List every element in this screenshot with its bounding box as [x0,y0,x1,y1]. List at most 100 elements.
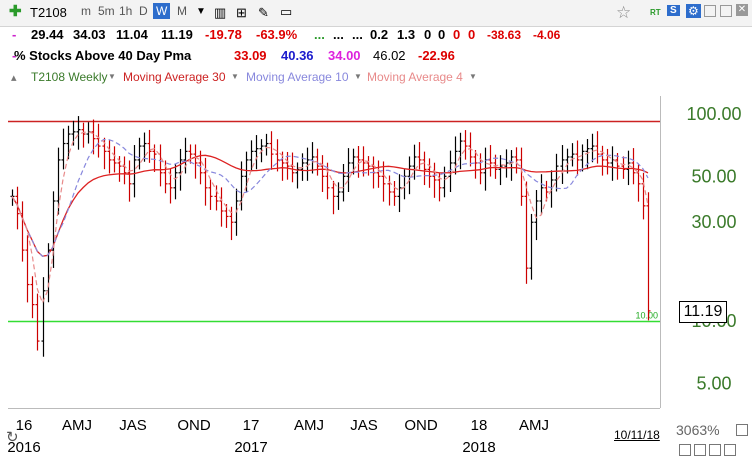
x-tick-label: JAS [350,417,378,434]
timeframe-5m[interactable]: 5m [98,4,115,18]
minimize-icon[interactable] [704,5,716,17]
quote-row: - 29.44 34.03 11.04 11.19 -19.78 -63.9% … [0,27,752,47]
ohlc-bar [310,142,315,174]
ohlc-bar [356,145,361,178]
star-icon[interactable]: ☆ [616,3,632,22]
footer-date: 10/11/18 [614,428,660,442]
ohlc-bar [412,144,417,180]
small-box-icon-1[interactable] [679,444,691,456]
ohlc-bar [107,140,112,174]
ohlc-bar [183,137,188,174]
y-tick-label: 30.00 [691,212,736,232]
ohlc-bar [203,157,208,206]
indicator-val-2: 40.36 [281,48,314,63]
ma4-line [11,131,649,305]
timeframe-1h[interactable]: 1h [119,4,133,18]
ohlc-bar [509,150,514,181]
ohlc-bar [539,174,544,215]
ohlc-bar [600,145,605,176]
small-box-icon-4[interactable] [724,444,736,456]
ohlc-bar [498,155,503,186]
ohlc-bar [224,204,229,228]
symbol-label[interactable]: T2108 [30,5,67,20]
legend-row: ▴ T2108 Weekly ▼ Moving Average 30 ▼ Mov… [0,70,752,88]
legend-weekly-dropdown-icon[interactable]: ▼ [108,72,116,81]
x-tick-label: 16 [16,417,33,434]
ohlc-bar [127,160,132,202]
ohlc-bar [122,156,127,185]
ohlc-bar [595,131,600,164]
quote-zero-3: 0 [453,27,461,42]
ohlc-bar [193,144,198,179]
ohlc-bar [25,235,30,303]
x-tick-label: 17 [243,417,260,434]
ohlc-bar [198,150,203,185]
toolbar: ✚ T2108 m 5m 1h D W M ▼ ▥ ⊞ ✎ ▭ ☆ RT S ⚙… [0,0,752,27]
rt-label[interactable]: RT [650,8,661,17]
ohlc-bar [91,119,96,155]
ohlc-bar [554,153,559,192]
ohlc-bar [504,149,509,178]
y-tick-label: 100.00 [686,104,741,124]
grid-icon[interactable]: ⊞ [236,5,247,20]
ohlc-bar [610,146,615,181]
ohlc-bar [646,192,651,321]
legend-ma30[interactable]: Moving Average 30 [123,70,226,84]
quote-val-10: -4.06 [533,28,561,42]
bar-chart-icon[interactable]: ▥ [214,5,227,20]
small-box-icon-3[interactable] [709,444,721,456]
indicator-row: - % Stocks Above 40 Day Pma 33.09 40.36 … [0,48,752,68]
y-tick-label: 50.00 [691,166,736,186]
ohlc-bar [397,174,402,213]
zoom-box-icon[interactable] [736,424,748,436]
ohlc-bar [147,129,152,163]
ohlc-bar [361,146,366,177]
ohlc-bar [453,136,458,175]
ohlc-bar [458,132,463,170]
ohlc-bar [615,153,620,180]
reference-line-label: 10.00 [635,311,658,321]
ohlc-bar [514,147,519,174]
legend-ma4-dropdown-icon[interactable]: ▼ [469,72,477,81]
legend-ma4[interactable]: Moving Average 4 [367,70,463,84]
ohlc-bar [61,128,66,170]
ohlc-bar [590,133,595,163]
timeframe-m-monthly[interactable]: M [177,4,187,18]
add-symbol-icon[interactable]: ✚ [9,3,22,20]
legend-weekly[interactable]: T2108 Weekly [31,70,108,84]
ohlc-bar [214,185,219,211]
quote-low: 11.04 [116,27,148,42]
pencil-icon[interactable]: ✎ [258,5,269,20]
settings-icon[interactable]: ⚙ [686,4,701,18]
close-icon[interactable]: ✕ [736,4,748,16]
legend-ma10[interactable]: Moving Average 10 [246,70,349,84]
ohlc-bar [580,144,585,172]
timeframe-m[interactable]: m [81,4,91,18]
quote-val-9: -38.63 [487,28,522,42]
timeframe-d[interactable]: D [139,4,148,18]
dropdown-arrow-icon[interactable]: ▼ [196,6,206,17]
ohlc-bar [96,123,101,158]
ohlc-bar [376,160,381,188]
sp-badge[interactable]: S [667,5,680,16]
ohlc-bar [565,148,570,174]
restore-icon[interactable] [720,5,732,17]
ohlc-bar [605,148,610,175]
ohlc-bar [631,148,636,185]
refresh-icon[interactable]: ↻ [6,429,19,446]
x-tick-label: OND [177,417,211,434]
ohlc-bar [269,131,274,170]
small-box-icon-2[interactable] [694,444,706,456]
indicator-name: % Stocks Above 40 Day Pma [14,48,192,63]
legend-ma30-dropdown-icon[interactable]: ▼ [231,72,239,81]
ohlc-bar [549,170,554,208]
legend-expand-icon[interactable]: ▴ [11,72,17,84]
timeframe-w[interactable]: W [153,3,171,19]
ohlc-bar [30,276,35,319]
ohlc-bar [366,156,371,176]
quote-val-8: 1.3 [397,27,416,42]
ohlc-bar [112,146,117,173]
legend-ma10-dropdown-icon[interactable]: ▼ [354,72,362,81]
page-icon[interactable]: ▭ [280,4,293,19]
